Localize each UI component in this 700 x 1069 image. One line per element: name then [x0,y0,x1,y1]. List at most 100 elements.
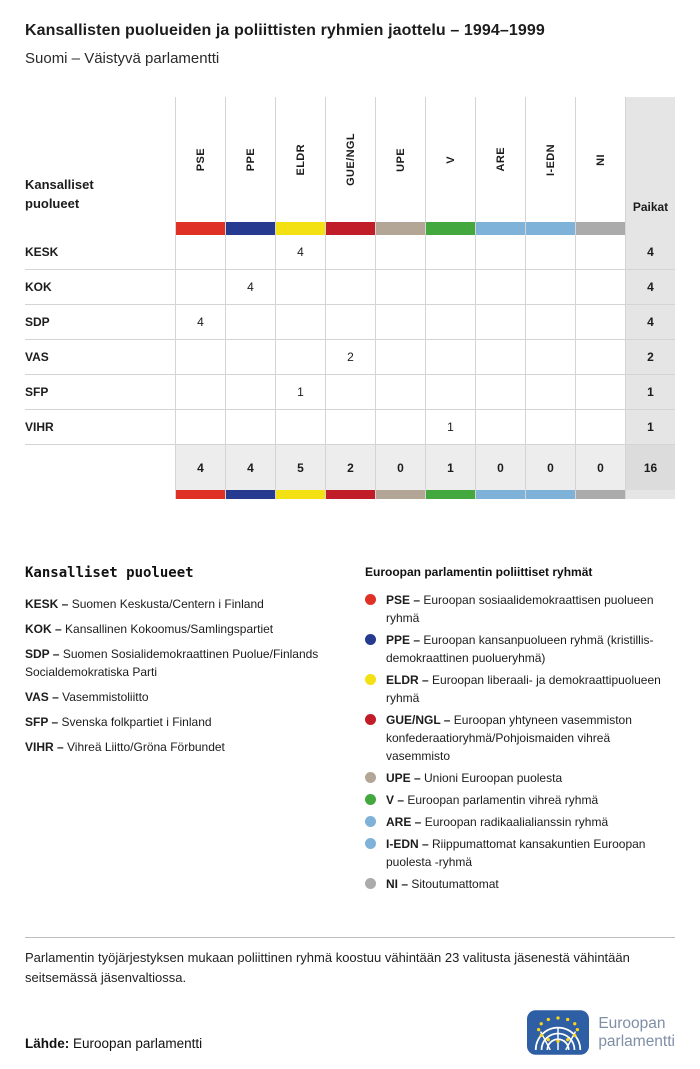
color-band-are [475,490,525,499]
value-cell-sfp-v [425,375,475,409]
value-cell-sfp-i-edn [525,375,575,409]
value-cell-kesk-v [425,235,475,269]
eu-parliament-logo-icon [527,1010,590,1056]
value-cell-vihr-upe [375,410,425,444]
source-line: Lähde: Euroopan parlamentti [25,1036,202,1055]
footer: Lähde: Euroopan parlamentti Euroopan par [25,1010,675,1056]
seats-cell-kok: 4 [625,270,675,304]
value-cell-vas-eldr [275,340,325,374]
total-cell-are: 0 [475,445,525,490]
source-label: Lähde: [25,1036,70,1052]
party-legend-item-vas: VAS – Vasemmistoliitto [25,690,149,704]
band-blank [25,222,175,235]
color-band-ppe [225,490,275,499]
footer-divider [25,937,675,938]
value-cell-vas-v [425,340,475,374]
column-header-are: ARE [475,97,525,222]
value-cell-vihr-eldr [275,410,325,444]
value-cell-vihr-i-edn [525,410,575,444]
group-legend-item-upe: UPE – Unioni Euroopan puolesta [365,769,675,787]
legend-dot-v [365,794,376,805]
party-legend-item-kesk: KESK – Suomen Keskusta/Centern i Finland [25,597,264,611]
value-cell-kok-ppe: 4 [225,270,275,304]
band-seats [625,222,675,235]
value-cell-vihr-are [475,410,525,444]
total-cell-pse: 4 [175,445,225,490]
value-cell-sdp-v [425,305,475,339]
value-cell-vihr-ppe [225,410,275,444]
totals-row: 4 4 5 2 0 1 0 0 0 16 [25,445,675,490]
band-blank [25,490,175,499]
seats-cell-vihr: 1 [625,410,675,444]
value-cell-sfp-ppe [225,375,275,409]
group-legend-text-pse: PSE – Euroopan sosiaalidemokraattisen pu… [386,593,654,625]
color-band-upe [375,490,425,499]
table-row-vas: VAS 2 2 [25,340,675,375]
value-cell-sdp-pse: 4 [175,305,225,339]
group-legend-item-pse: PSE – Euroopan sosiaalidemokraattisen pu… [365,591,675,627]
party-legend-item-kok: KOK – Kansallinen Kokoomus/Samlingsparti… [25,622,274,636]
value-cell-sdp-ppe [225,305,275,339]
eu-parliament-logo-text-line1: Euroopan [598,1014,666,1032]
totals-blank [25,445,175,490]
value-cell-vihr-v: 1 [425,410,475,444]
group-legend-text-ni: NI – Sitoutumattomat [386,877,499,891]
legend-dot-gue-ngl [365,714,376,725]
table-row-sfp: SFP 1 1 [25,375,675,410]
page-subtitle: Suomi – Väistyvä parlamentti [25,50,220,67]
value-cell-kesk-ppe [225,235,275,269]
group-legend-text-are: ARE – Euroopan radikaalialianssin ryhmä [386,815,609,829]
column-header-i-edn: I-EDN [525,97,575,222]
group-legend-item-gue-ngl: GUE/NGL – Euroopan yhtyneen vasemmiston … [365,711,675,765]
total-cell-gue-ngl: 2 [325,445,375,490]
eu-parliament-logo-text: Euroopan parlamentti [598,1015,675,1052]
legends: Kansalliset puolueet KESK – Suomen Kesku… [25,565,675,897]
color-band-top [25,222,675,235]
value-cell-vas-gue-ngl: 2 [325,340,375,374]
color-band-v [425,490,475,499]
eu-parliament-logo-block: Euroopan parlamentti [527,1010,675,1056]
party-label: KOK [25,280,52,294]
seats-cell-kesk: 4 [625,235,675,269]
group-legend-item-ni: NI – Sitoutumattomat [365,875,675,893]
column-header-upe: UPE [375,97,425,222]
party-label: SDP [25,315,50,329]
group-legend-item-i-edn: I-EDN – Riippumattomat kansakuntien Euro… [365,835,675,871]
color-band-pse [175,222,225,235]
total-cell-i-edn: 0 [525,445,575,490]
value-cell-kok-are [475,270,525,304]
value-cell-vas-pse [175,340,225,374]
color-band-eldr [275,222,325,235]
party-legend-item-vihr: VIHR – Vihreä Liitto/Gröna Förbundet [25,740,225,754]
group-legend-text-eldr: ELDR – Euroopan liberaali- ja demokraatt… [386,673,661,705]
value-cell-kok-i-edn [525,270,575,304]
value-cell-kesk-eldr: 4 [275,235,325,269]
color-band-gue-ngl [325,222,375,235]
value-cell-kesk-upe [375,235,425,269]
color-band-upe [375,222,425,235]
national-parties-legend-items: KESK – Suomen Keskusta/Centern i Finland… [25,595,351,756]
legend-dot-ni [365,878,376,889]
value-cell-kok-pse [175,270,225,304]
total-cell-ni: 0 [575,445,625,490]
party-legend-item-sfp: SFP – Svenska folkpartiet i Finland [25,715,212,729]
value-cell-kok-gue-ngl [325,270,375,304]
group-legend-item-v: V – Euroopan parlamentin vihreä ryhmä [365,791,675,809]
color-band-ni [575,490,625,499]
legend-dot-upe [365,772,376,783]
table-row-vihr: VIHR 1 1 [25,410,675,445]
party-label: VIHR [25,420,54,434]
value-cell-sdp-are [475,305,525,339]
national-parties-legend: Kansalliset puolueet KESK – Suomen Kesku… [25,565,365,897]
political-groups-legend-title: Euroopan parlamentin poliittiset ryhmät [365,565,593,579]
value-cell-vas-ni [575,340,625,374]
value-cell-kok-eldr [275,270,325,304]
table-row-kok: KOK 4 4 [25,270,675,305]
group-legend-text-upe: UPE – Unioni Euroopan puolesta [386,771,563,785]
value-cell-kesk-pse [175,235,225,269]
value-cell-vas-i-edn [525,340,575,374]
value-cell-vihr-gue-ngl [325,410,375,444]
row-header-label: Kansalliset puolueet [25,177,94,212]
value-cell-kesk-gue-ngl [325,235,375,269]
national-parties-legend-title: Kansalliset puolueet [25,565,194,581]
